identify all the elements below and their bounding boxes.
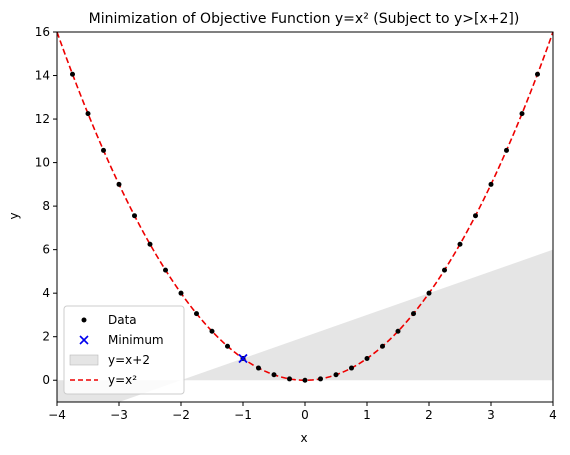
data-point	[271, 372, 277, 378]
legend-label-curve: y=x²	[108, 373, 137, 387]
x-tick-label: −4	[48, 408, 66, 422]
data-point	[132, 213, 137, 219]
minimum-marker	[238, 353, 248, 364]
data-point	[70, 71, 75, 77]
data-point	[364, 355, 370, 361]
legend-label-fill: y=x+2	[108, 353, 150, 367]
y-axis-label: y	[7, 212, 21, 219]
chart-title: Minimization of Objective Function y=x² …	[89, 11, 520, 27]
x-tick-label: 4	[549, 408, 557, 422]
data-points	[70, 71, 540, 383]
data-point	[426, 290, 432, 296]
x-tick-label: −1	[234, 408, 252, 422]
legend-box	[63, 305, 185, 395]
data-point	[163, 267, 168, 273]
legend-label-data: Data	[108, 313, 137, 327]
data-point	[442, 267, 447, 273]
data-point	[395, 328, 401, 334]
data-point	[488, 181, 494, 187]
data-point	[178, 290, 184, 296]
y-tick-label: 6	[42, 243, 50, 257]
data-point	[256, 365, 261, 371]
x-tick-label: 0	[301, 408, 309, 422]
y-tick-label: 0	[42, 373, 50, 387]
data-point	[411, 311, 416, 317]
curve-y-x-squared	[56, 31, 554, 382]
x-tick-label: 3	[487, 408, 495, 422]
y-axis-ticks: 0 2 4 6 8 10 12 14 16	[35, 25, 57, 387]
y-tick-label: 14	[35, 69, 50, 83]
x-tick-label: 2	[425, 408, 433, 422]
data-point	[147, 241, 153, 247]
data-point	[380, 343, 385, 349]
legend-swatch-fill	[69, 354, 99, 366]
data-point	[209, 328, 215, 334]
data-point	[504, 147, 509, 153]
x-axis-ticks: −4 −3 −2 −1 0 1 2 3 4	[48, 402, 557, 422]
data-point	[225, 343, 230, 349]
data-point	[318, 376, 323, 382]
data-point	[349, 365, 354, 371]
y-tick-label: 12	[35, 112, 50, 126]
legend: Data Minimum y=x+2 y=x²	[63, 305, 185, 395]
data-point	[519, 111, 525, 117]
data-point	[194, 311, 199, 317]
y-tick-label: 8	[42, 199, 50, 213]
data-point	[85, 111, 91, 117]
data-point	[287, 376, 292, 382]
data-point	[101, 147, 106, 153]
x-tick-label: −3	[110, 408, 128, 422]
legend-swatch-data	[81, 317, 87, 323]
legend-label-minimum: Minimum	[108, 333, 164, 347]
data-point	[457, 241, 463, 247]
x-tick-label: 1	[363, 408, 371, 422]
data-point	[333, 372, 339, 378]
y-tick-label: 10	[35, 156, 50, 170]
y-tick-label: 2	[42, 330, 50, 344]
y-tick-label: 4	[42, 286, 50, 300]
data-point	[116, 181, 122, 187]
minimum-marker-stroke	[238, 353, 248, 364]
data-point	[473, 213, 478, 219]
data-point	[535, 71, 540, 77]
y-tick-label: 16	[35, 25, 50, 39]
legend-swatch-minimum	[79, 335, 89, 345]
fill-region-y-x-plus-2	[57, 249, 553, 402]
x-tick-label: −2	[172, 408, 190, 422]
x-axis-label: x	[300, 431, 307, 445]
data-point	[302, 377, 308, 383]
